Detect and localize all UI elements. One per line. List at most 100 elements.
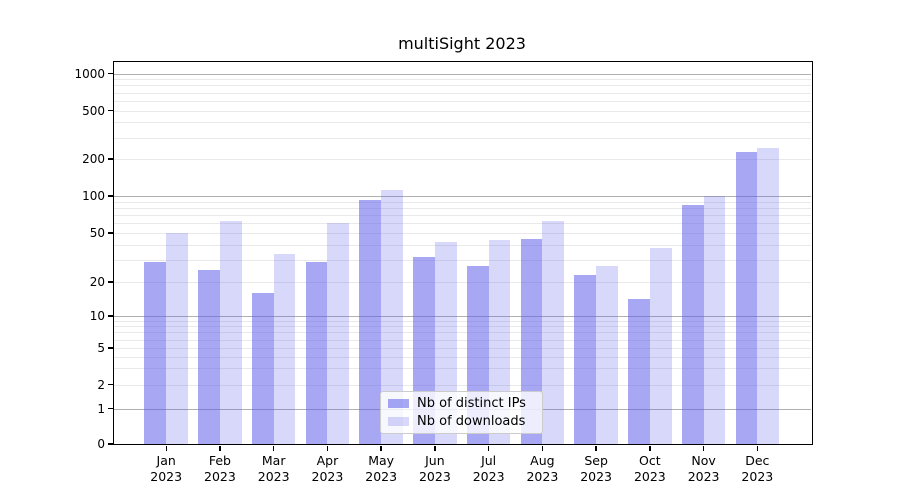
legend-swatch-downloads [388, 417, 409, 427]
bar-dec-distinct-ips [735, 151, 758, 444]
x-tick-nov [702, 445, 705, 451]
minor-gridline-400 [114, 122, 811, 124]
minor-gridline-30 [114, 260, 811, 262]
y-tick-0 [108, 443, 113, 445]
y-tick-label-100: 100 [82, 189, 105, 203]
x-tick-aug [541, 445, 544, 451]
minor-gridline-60 [114, 223, 811, 225]
x-tick-label-mar: Mar 2023 [257, 453, 290, 484]
minor-gridline-800 [114, 85, 811, 87]
major-gridline-100 [114, 196, 811, 198]
y-tick-200 [108, 158, 113, 160]
x-tick-label-feb: Feb 2023 [204, 453, 236, 484]
minor-gridline-70 [114, 215, 811, 217]
x-tick-label-jun: Jun 2023 [418, 453, 451, 484]
minor-gridline-50 [114, 233, 811, 234]
bar-oct-downloads [649, 247, 672, 444]
y-tick-20 [108, 281, 113, 283]
minor-gridline-40 [114, 244, 811, 246]
bar-mar-distinct-ips [251, 292, 274, 444]
minor-gridline-5 [114, 348, 811, 349]
bar-aug-downloads [542, 220, 565, 444]
minor-gridline-80 [114, 207, 811, 209]
y-tick-label-1: 1 [97, 401, 105, 416]
y-tick-label-50: 50 [89, 226, 105, 240]
minor-gridline-500 [114, 110, 811, 112]
bar-mar-downloads [273, 253, 296, 444]
x-tick-label-sep: Sep 2023 [580, 453, 613, 484]
major-gridline-1000 [114, 73, 811, 75]
y-tick-50 [108, 232, 113, 234]
legend-label-distinct-ips: Nb of distinct IPs [417, 395, 526, 411]
x-tick-label-jul: Jul 2023 [472, 453, 505, 484]
y-tick-label-2: 2 [97, 377, 105, 392]
minor-gridline-600 [114, 100, 811, 102]
y-tick-label-500: 500 [82, 103, 105, 118]
y-tick-1000 [108, 72, 113, 75]
y-tick-5 [108, 347, 113, 349]
legend-label-downloads: Nb of downloads [417, 414, 526, 430]
bar-apr-distinct-ips [305, 262, 328, 444]
major-gridline-10 [114, 316, 811, 318]
minor-gridline-8 [114, 326, 811, 328]
y-tick-1 [108, 407, 113, 410]
y-tick-10 [108, 315, 113, 317]
y-tick-label-10: 10 [89, 309, 105, 323]
x-tick-label-oct: Oct 2023 [633, 453, 666, 484]
y-tick-label-1000: 1000 [74, 66, 105, 81]
bar-sep-distinct-ips [574, 274, 597, 444]
bar-feb-distinct-ips [198, 270, 220, 444]
y-tick-label-200: 200 [82, 152, 105, 166]
bar-apr-downloads [327, 223, 350, 444]
x-tick-jul [487, 445, 490, 451]
x-tick-label-jan: Jan 2023 [150, 453, 183, 484]
x-tick-dec [756, 445, 759, 451]
bar-nov-distinct-ips [681, 204, 704, 444]
y-tick-100 [108, 195, 113, 197]
legend-item-downloads: Nb of downloads [388, 413, 542, 432]
bar-oct-distinct-ips [628, 299, 650, 444]
x-tick-jan [165, 445, 167, 451]
x-tick-feb [219, 445, 221, 451]
x-tick-label-dec: Dec 2023 [741, 453, 774, 484]
x-tick-apr [326, 445, 329, 451]
minor-gridline-200 [114, 159, 811, 160]
y-tick-label-0: 0 [97, 437, 105, 451]
x-tick-mar [272, 445, 275, 451]
y-tick-2 [108, 383, 113, 386]
x-tick-sep [595, 445, 597, 451]
x-tick-label-nov: Nov 2023 [687, 453, 720, 484]
bar-may-downloads [381, 189, 403, 444]
legend: Nb of distinct IPs Nb of downloads [380, 391, 543, 434]
legend-item-distinct-ips: Nb of distinct IPs [388, 394, 542, 413]
minor-gridline-700 [114, 92, 811, 94]
bar-jan-distinct-ips [144, 262, 167, 444]
bar-jan-downloads [166, 233, 188, 444]
y-tick-label-5: 5 [97, 341, 105, 355]
minor-gridline-3 [114, 368, 811, 370]
chart-title: multiSight 2023 [398, 34, 526, 53]
legend-swatch-distinct-ips [388, 398, 409, 408]
x-tick-jun [434, 445, 436, 451]
y-tick-500 [108, 109, 113, 112]
minor-gridline-300 [114, 137, 811, 139]
x-tick-may [380, 445, 382, 451]
x-tick-label-aug: Aug 2023 [526, 453, 559, 484]
x-tick-label-may: May 2023 [365, 453, 398, 484]
bar-sep-downloads [596, 265, 618, 444]
minor-gridline-2 [114, 384, 811, 386]
minor-gridline-900 [114, 79, 811, 81]
x-tick-oct [649, 445, 651, 451]
x-tick-label-apr: Apr 2023 [311, 453, 344, 484]
bar-may-distinct-ips [359, 200, 382, 444]
minor-gridline-90 [114, 201, 811, 203]
minor-gridline-4 [114, 356, 811, 358]
minor-gridline-9 [114, 320, 811, 322]
minor-gridline-6 [114, 339, 811, 341]
bar-nov-downloads [703, 196, 726, 444]
minor-gridline-7 [114, 332, 811, 334]
bar-dec-downloads [757, 147, 780, 444]
y-tick-label-20: 20 [89, 275, 105, 289]
minor-gridline-20 [114, 282, 811, 283]
